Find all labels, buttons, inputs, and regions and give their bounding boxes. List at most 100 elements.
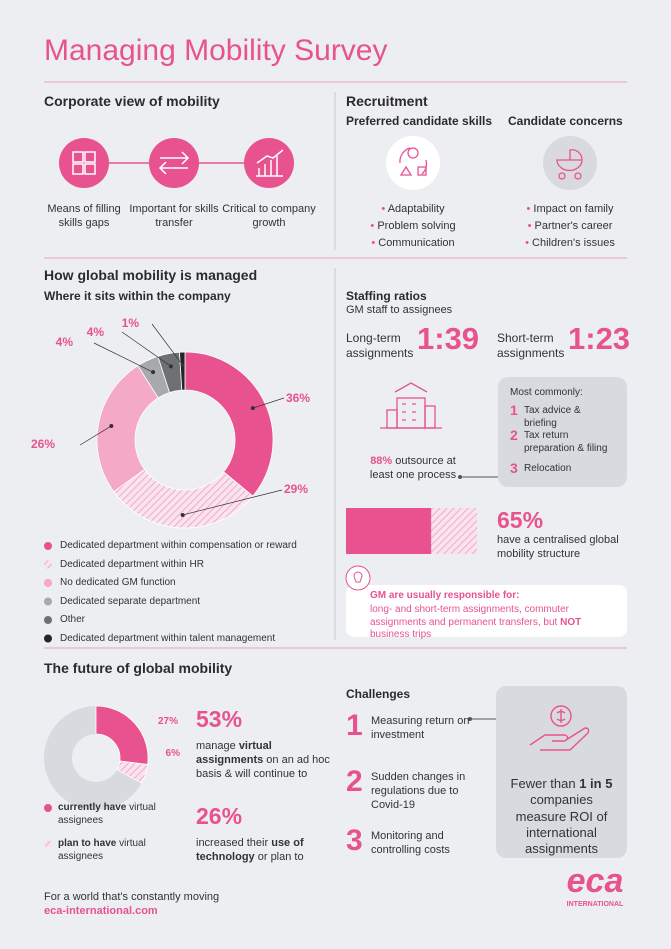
- leader-dot: [168, 364, 173, 369]
- ratio-label: Long-term assignments: [346, 331, 414, 360]
- text-run: plan to have: [58, 838, 117, 849]
- list-item: Children's issues: [510, 237, 630, 251]
- sub-heading: Candidate concerns: [508, 114, 623, 128]
- leader-line: [93, 342, 154, 373]
- skills-icon: [386, 136, 440, 190]
- sub-heading: Where it sits within the company: [44, 289, 231, 303]
- text-run: Fewer than: [510, 776, 580, 791]
- value-label: 36%: [286, 391, 311, 405]
- outsource-text: 88% outsource at least one process: [363, 455, 463, 483]
- legend-label: plan to have virtual assignees: [58, 838, 178, 863]
- item-number: 3: [510, 460, 518, 476]
- sub-heading: Staffing ratios: [346, 289, 427, 303]
- stat-value: 53%: [196, 706, 243, 732]
- text-run: virtual assignees: [58, 802, 156, 826]
- building-icon: [380, 382, 442, 429]
- text-run: business trips: [370, 629, 432, 640]
- legend-marker: [44, 542, 52, 550]
- text-run: on an ad hoc basis & will continue to: [196, 753, 330, 780]
- icon-glyphs: [72, 149, 284, 177]
- text-run: 88%: [370, 455, 393, 467]
- legend-marker: [44, 616, 52, 624]
- hand-icon: [529, 705, 590, 751]
- footer-tagline: For a world that's constantly moving: [44, 891, 220, 903]
- leader-dot: [109, 423, 114, 428]
- icon-label: Means of filling skills gaps: [47, 203, 121, 229]
- bulb: [353, 571, 363, 583]
- leader-dot: [180, 363, 185, 368]
- value-label: 29%: [284, 482, 309, 496]
- legend-label: Dedicated department within talent manag…: [60, 632, 276, 644]
- donut-segment: [95, 705, 149, 765]
- icon-glyphs: [399, 147, 428, 176]
- ratio: 1:39: [417, 321, 480, 356]
- legend-marker: [44, 597, 52, 606]
- item-number: 2: [510, 427, 518, 443]
- donut-segment: [96, 365, 159, 493]
- legend-label: Dedicated department within compensation…: [60, 540, 297, 551]
- text-run: currently have: [58, 802, 127, 813]
- bar-text: have a centralised global mobility struc…: [497, 534, 619, 560]
- value-label: 4%: [86, 325, 104, 339]
- text-run: increased their: [196, 837, 272, 849]
- list-item: Problem solving: [353, 220, 473, 234]
- sub-text: GM staff to assignees: [346, 304, 453, 316]
- icon-label: Critical to company growth: [222, 203, 316, 229]
- sub-heading: Challenges: [346, 687, 411, 701]
- item-text: Monitoring and controlling costs: [371, 830, 450, 856]
- tip-box: [346, 585, 627, 637]
- tip-icon: [345, 565, 371, 591]
- value-label: 65%: [497, 507, 544, 533]
- future-donut-hole: [72, 734, 120, 782]
- legend-marker: [44, 634, 52, 643]
- box-heading: Most commonly:: [510, 387, 583, 398]
- connector-dot: [458, 475, 462, 479]
- callout-text: Fewer than 1 in 5 companies measure ROI …: [503, 776, 620, 857]
- tip-text: long- and short-term assignments, commut…: [370, 604, 620, 642]
- title: Managing Mobility Survey: [44, 34, 388, 67]
- donut-segment: [184, 351, 274, 497]
- leader-line: [121, 331, 172, 367]
- text-run: 1 in 5: [579, 776, 613, 791]
- icon-label: Important for skills transfer: [129, 203, 219, 229]
- leader-line: [182, 489, 283, 516]
- stat-text: manage virtual assignments on an ad hoc …: [196, 740, 331, 781]
- text-run: use of technology: [196, 837, 304, 863]
- concerns-icon: [543, 136, 597, 190]
- text-run: manage: [196, 740, 239, 752]
- leader-dot: [250, 406, 255, 411]
- common-box: [498, 377, 627, 487]
- text-run: NOT: [560, 616, 582, 628]
- connector-dot: [468, 717, 472, 721]
- text-run: outsource at least one process: [369, 455, 457, 481]
- stat-value: 26%: [196, 803, 243, 829]
- ratio: 1:23: [568, 321, 631, 356]
- legend-label: Dedicated separate department: [60, 595, 201, 607]
- value-label: 1%: [121, 316, 139, 330]
- sub-heading: Preferred candidate skills: [346, 114, 493, 128]
- section-heading: The future of global mobility: [44, 660, 233, 676]
- value-label: 26%: [30, 437, 55, 451]
- item-number: 1: [510, 402, 518, 418]
- ratio-label: Short-term assignments: [497, 331, 565, 360]
- item-number: 2: [346, 765, 363, 798]
- legend-marker: [44, 560, 52, 569]
- value-label: 6%: [165, 748, 180, 759]
- section-heading: Recruitment: [346, 93, 428, 109]
- value-label: 27%: [157, 716, 178, 727]
- donut-segment: [179, 351, 186, 391]
- legend-label: Other: [60, 614, 86, 625]
- text-run: companies measure ROI of international a…: [515, 792, 608, 856]
- legend-label: currently have virtual assignees: [58, 802, 178, 827]
- leader-dot: [151, 370, 156, 375]
- donut-segment: [113, 468, 254, 529]
- item-text: Relocation: [524, 463, 572, 474]
- section-heading: Corporate view of mobility: [44, 93, 220, 109]
- donut-segment: [116, 760, 149, 784]
- text-run: long- and short-term assignments, commut…: [370, 604, 569, 628]
- leader-line: [79, 425, 112, 446]
- legend-marker: [44, 579, 52, 587]
- legend-marker: [44, 840, 52, 848]
